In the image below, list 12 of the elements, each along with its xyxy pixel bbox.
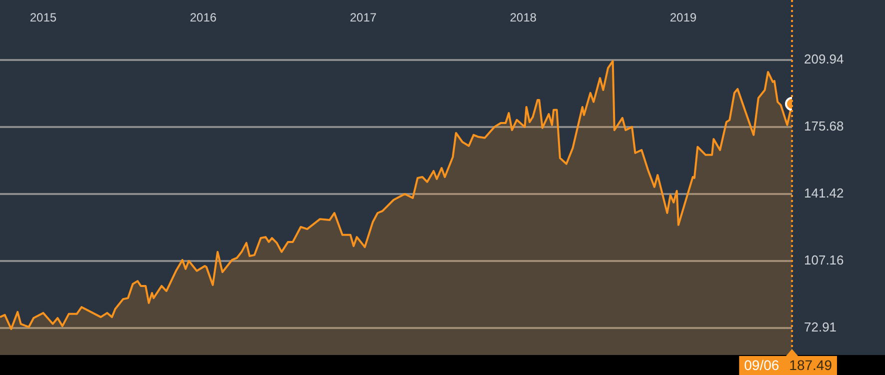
- text: 187.49: [789, 356, 832, 373]
- y-tick-label: 107.16: [804, 252, 844, 268]
- y-tick-label: 175.68: [804, 118, 844, 134]
- x-tick-label: 2018: [510, 10, 537, 24]
- x-tick-label: 2019: [670, 10, 697, 24]
- x-tick-label: 2016: [190, 10, 217, 24]
- text: 09/06: [744, 356, 780, 373]
- y-tick-label: 72.91: [804, 320, 837, 335]
- y-tick-label: 209.94: [804, 52, 844, 67]
- y-tick-label: 141.42: [804, 186, 844, 201]
- x-tick-label: 2015: [30, 10, 57, 24]
- x-tick-label: 2017: [350, 10, 377, 24]
